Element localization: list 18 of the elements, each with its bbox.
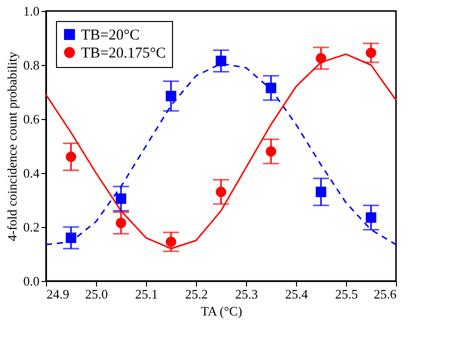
x-tick-label: 25.0: [85, 286, 108, 302]
x-tick-label: 25.1: [135, 286, 158, 302]
x-tick-label: 25.4: [285, 286, 308, 302]
x-tick-label: 25.2: [185, 286, 208, 302]
x-tick-label: 25.6: [374, 286, 397, 302]
y-tick-label: 0.4: [23, 166, 40, 180]
x-tick-label: 25.3: [235, 286, 258, 302]
legend-label: TB=20°C: [81, 28, 140, 44]
y-tick-label: 0.2: [23, 220, 40, 234]
y-tick-label: 0.6: [23, 112, 40, 126]
x-axis-title: TA (°C): [200, 304, 242, 318]
x-tick-label: 25.5: [335, 286, 358, 302]
y-tick-label: 0.0: [23, 274, 40, 288]
x-tick-label: 24.9: [46, 286, 70, 302]
y-tick-label: 0.8: [23, 58, 40, 72]
legend-label: TB=20.175°C: [81, 46, 166, 62]
y-axis-title: 4-fold coincidence count probability: [4, 51, 20, 242]
y-tick-label: 1.0: [23, 4, 40, 18]
